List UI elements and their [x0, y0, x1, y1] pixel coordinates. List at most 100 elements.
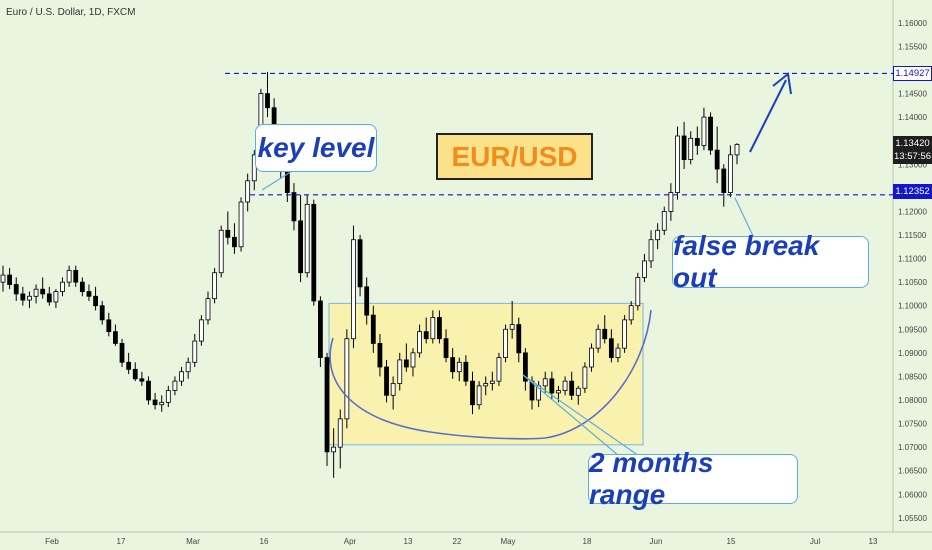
- candle-body: [661, 211, 667, 231]
- candle: [608, 329, 614, 363]
- resistance-price-tag: 1.14927: [893, 66, 932, 81]
- candle-body: [496, 357, 502, 382]
- candle-body: [126, 361, 132, 370]
- candle-body: [53, 291, 59, 303]
- candle: [403, 343, 409, 372]
- candle-body: [397, 359, 403, 384]
- candle: [714, 126, 720, 184]
- range-rectangle: [328, 302, 644, 446]
- y-tick-label: 1.11500: [898, 231, 927, 240]
- candle: [119, 338, 125, 367]
- candle-body: [476, 385, 482, 406]
- candle-body: [238, 201, 244, 248]
- candle: [33, 284, 39, 304]
- candle: [0, 265, 6, 292]
- candle-body: [575, 387, 581, 396]
- candle-body: [232, 236, 237, 248]
- x-tick-label: Feb: [45, 537, 59, 546]
- candle: [99, 301, 105, 325]
- candle: [377, 334, 383, 377]
- range-callout: 2 months range: [588, 447, 798, 510]
- candle-body: [291, 192, 297, 222]
- candle: [423, 317, 429, 344]
- candle: [225, 211, 231, 245]
- y-tick-label: 1.16000: [898, 19, 927, 28]
- candle-body: [423, 331, 429, 340]
- candle: [727, 145, 733, 198]
- candle-body: [344, 338, 350, 420]
- breakout-arrow-head: [772, 72, 792, 95]
- false-break-pointer: [734, 197, 755, 239]
- candle: [463, 355, 469, 386]
- candle: [542, 371, 548, 393]
- candle-body: [0, 274, 6, 283]
- candle: [509, 301, 515, 339]
- candle: [470, 371, 475, 415]
- candle: [324, 352, 330, 466]
- candle: [688, 131, 694, 165]
- candle: [430, 310, 436, 344]
- candle: [694, 126, 700, 155]
- support-price-tag: 1.12352: [893, 184, 932, 199]
- candle-body: [265, 93, 270, 109]
- candle-body: [79, 281, 85, 292]
- candle-body: [212, 272, 218, 300]
- candle: [701, 107, 707, 151]
- candle-body: [489, 380, 495, 384]
- range-pointer-a: [522, 374, 620, 457]
- x-tick-label: Mar: [186, 537, 200, 546]
- candle-body: [648, 239, 654, 262]
- candle-body: [582, 366, 588, 389]
- candle-body: [556, 390, 561, 394]
- candle: [589, 343, 594, 372]
- y-tick-label: 1.08000: [898, 396, 927, 405]
- candle-body: [351, 239, 356, 340]
- candle-body: [205, 298, 211, 321]
- candle: [27, 291, 32, 309]
- candle-body: [675, 135, 680, 193]
- candle: [476, 381, 482, 410]
- rounded-bottom-curve: [329, 309, 652, 440]
- candle-body: [734, 144, 740, 156]
- candle-body: [688, 137, 694, 160]
- candle-body: [549, 378, 555, 394]
- candle-body: [430, 317, 436, 340]
- candle: [364, 277, 370, 325]
- candle-body: [615, 347, 621, 358]
- candle-body: [727, 154, 733, 193]
- y-tick-label: 1.07500: [898, 420, 927, 429]
- candle-body: [377, 343, 383, 368]
- candle: [397, 352, 403, 391]
- candle-body: [218, 229, 224, 274]
- candle: [159, 395, 165, 412]
- x-tick-label: 16: [260, 537, 269, 546]
- candle-body: [324, 357, 330, 453]
- candle: [265, 71, 270, 118]
- candle: [483, 376, 489, 396]
- x-tick-label: Jun: [650, 537, 663, 546]
- candle-body: [298, 220, 303, 274]
- candle-body: [46, 293, 52, 303]
- candle: [46, 286, 52, 306]
- candle: [238, 197, 244, 252]
- candle: [357, 235, 363, 297]
- candle-body: [139, 378, 145, 382]
- candle-body: [410, 352, 416, 368]
- candle-body: [113, 331, 118, 344]
- candle-body: [245, 180, 251, 203]
- y-tick-label: 1.14500: [898, 90, 927, 99]
- candle: [291, 183, 297, 231]
- candle-body: [40, 288, 46, 295]
- candle-body: [20, 293, 26, 301]
- candle-body: [86, 291, 92, 297]
- candle-body: [602, 328, 608, 340]
- x-tick-label: 17: [117, 537, 126, 546]
- candle: [146, 376, 151, 405]
- candle-body: [701, 116, 707, 146]
- candle: [172, 376, 178, 396]
- candle: [7, 268, 13, 290]
- y-tick-label: 1.06000: [898, 490, 927, 499]
- current-price-tag: 1.13420: [893, 136, 932, 151]
- candle: [489, 371, 495, 391]
- candle-body: [198, 319, 204, 342]
